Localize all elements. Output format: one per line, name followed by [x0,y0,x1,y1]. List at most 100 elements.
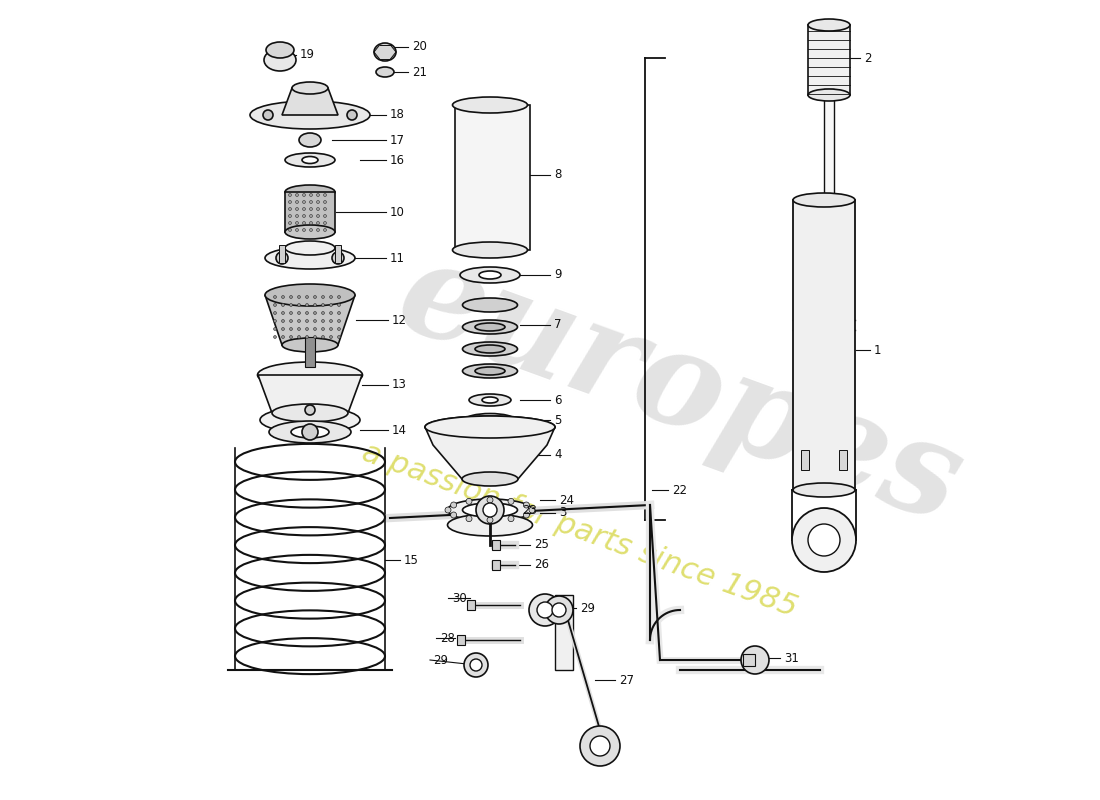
Text: 14: 14 [392,423,407,437]
Circle shape [274,327,276,330]
Circle shape [309,207,312,210]
Circle shape [487,497,493,503]
Circle shape [321,303,324,306]
Circle shape [332,252,344,264]
Ellipse shape [285,185,336,199]
Circle shape [346,110,358,120]
Ellipse shape [299,133,321,147]
Ellipse shape [257,362,363,388]
Text: a passion for parts since 1985: a passion for parts since 1985 [359,438,802,622]
Circle shape [321,311,324,314]
Ellipse shape [260,407,360,433]
Bar [279,245,285,263]
Circle shape [466,516,472,522]
Circle shape [741,646,769,674]
Bar [801,450,808,470]
Text: europes: europes [382,229,978,551]
Circle shape [552,603,567,617]
Circle shape [288,214,292,218]
Circle shape [323,229,327,231]
Circle shape [314,295,317,298]
Circle shape [323,214,327,218]
Text: 22: 22 [672,483,688,497]
Ellipse shape [465,414,515,426]
Circle shape [314,319,317,322]
Circle shape [338,319,341,322]
Circle shape [296,229,298,231]
Text: 6: 6 [554,394,561,406]
Circle shape [289,303,293,306]
Ellipse shape [460,267,520,283]
Circle shape [330,319,332,322]
Text: 16: 16 [390,154,405,166]
Circle shape [274,335,276,338]
Circle shape [297,319,300,322]
Circle shape [305,405,315,415]
Ellipse shape [462,364,517,378]
Ellipse shape [250,101,370,129]
Bar [839,450,847,470]
Circle shape [296,207,298,210]
Circle shape [314,327,317,330]
Ellipse shape [793,193,855,207]
Circle shape [274,319,276,322]
Circle shape [323,194,327,197]
Ellipse shape [285,241,336,255]
Text: 29: 29 [433,654,448,666]
Circle shape [580,726,620,766]
Ellipse shape [462,472,518,486]
Circle shape [808,524,840,556]
Polygon shape [265,295,355,345]
Bar [468,600,475,610]
Bar [556,595,573,670]
Text: 25: 25 [534,538,549,551]
Circle shape [524,502,529,508]
Circle shape [483,503,497,517]
Circle shape [297,295,300,298]
Circle shape [276,252,288,264]
Text: 31: 31 [784,651,799,665]
Circle shape [302,222,306,225]
Circle shape [288,194,292,197]
Circle shape [317,229,319,231]
Text: 20: 20 [412,41,427,54]
Circle shape [296,222,298,225]
Ellipse shape [475,323,505,331]
Circle shape [288,229,292,231]
Ellipse shape [462,342,517,356]
Bar [455,105,530,250]
Circle shape [302,214,306,218]
Circle shape [297,303,300,306]
Circle shape [338,303,341,306]
Circle shape [314,335,317,338]
Bar [808,25,850,95]
Ellipse shape [475,345,505,353]
Circle shape [289,319,293,322]
Circle shape [282,319,285,322]
Ellipse shape [425,416,556,438]
Circle shape [330,303,332,306]
Circle shape [476,496,504,524]
Circle shape [306,303,308,306]
Circle shape [314,311,317,314]
Circle shape [309,194,312,197]
Circle shape [306,335,308,338]
Circle shape [288,222,292,225]
Circle shape [529,594,561,626]
Text: 29: 29 [580,602,595,614]
Circle shape [306,319,308,322]
Circle shape [288,201,292,203]
Circle shape [296,201,298,203]
Circle shape [338,295,341,298]
Circle shape [590,736,610,756]
Ellipse shape [482,397,498,403]
Circle shape [317,207,319,210]
Ellipse shape [808,89,850,101]
Text: 23: 23 [522,503,537,517]
Circle shape [297,335,300,338]
Circle shape [524,512,529,518]
Circle shape [451,512,456,518]
Circle shape [282,335,285,338]
Circle shape [263,110,273,120]
Text: 28: 28 [440,631,455,645]
